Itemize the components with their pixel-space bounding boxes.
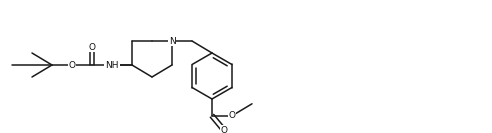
Text: O: O <box>68 61 75 70</box>
Text: O: O <box>89 43 95 51</box>
Text: O: O <box>220 126 227 133</box>
Text: NH: NH <box>105 61 119 70</box>
Text: O: O <box>228 111 236 120</box>
Text: N: N <box>169 36 175 45</box>
